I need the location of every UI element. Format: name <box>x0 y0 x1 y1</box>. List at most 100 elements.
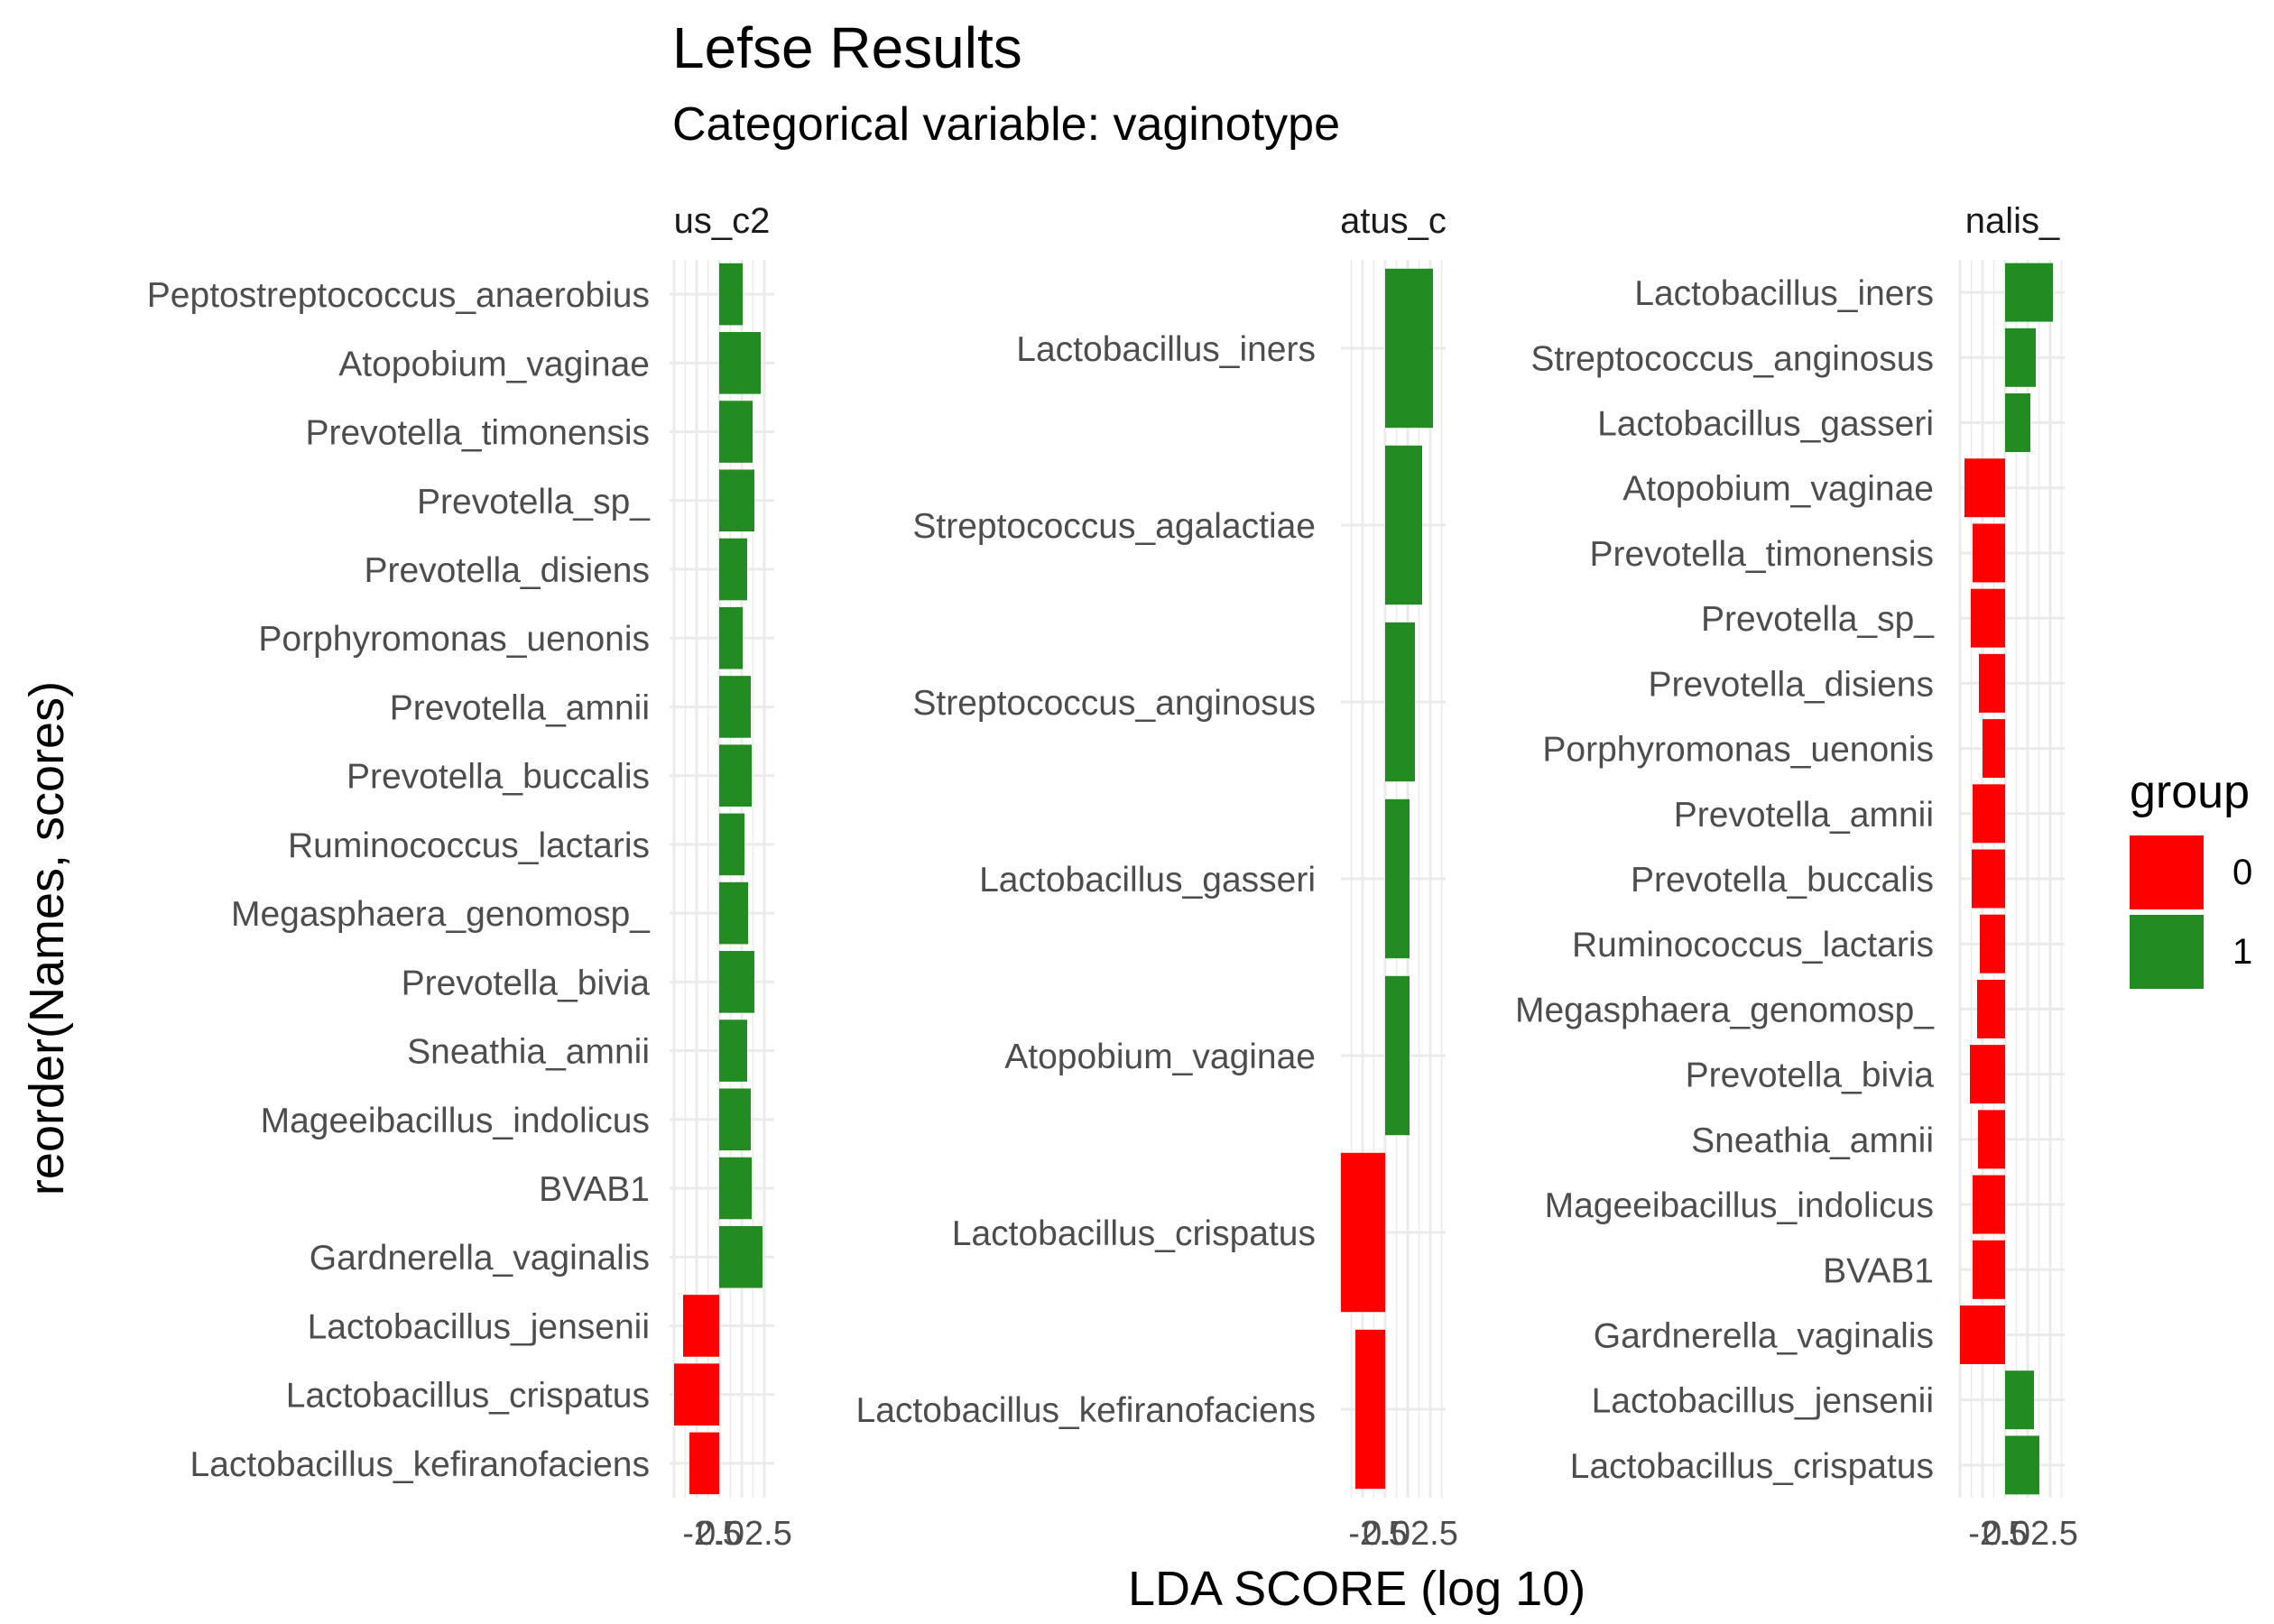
chart-title: Lefse Results <box>672 15 1022 80</box>
category-label: Streptococcus_agalactiae <box>912 507 1316 546</box>
legend: group 0 1 <box>2130 765 2252 994</box>
bar <box>689 1432 719 1495</box>
bar <box>1385 622 1415 782</box>
bar <box>719 951 754 1013</box>
bar <box>674 1363 719 1426</box>
category-label: Lactobacillus_crispatus <box>1570 1447 1934 1486</box>
bar <box>719 813 744 876</box>
category-label: Lactobacillus_gasseri <box>1597 405 1934 444</box>
strip-label: nalis_ <box>1965 201 2060 241</box>
category-label: Mageeibacillus_indolicus <box>261 1102 650 1140</box>
bar <box>2005 393 2030 453</box>
bar <box>1972 849 2005 909</box>
category-label: Sneathia_amnii <box>407 1033 650 1072</box>
category-label: Mageeibacillus_indolicus <box>1545 1186 1934 1225</box>
bar <box>1964 458 2005 518</box>
bar <box>1970 1045 2005 1104</box>
category-label: Lactobacillus_jensenii <box>1592 1382 1934 1421</box>
category-label: Streptococcus_anginosus <box>912 684 1316 723</box>
category-label: Lactobacillus_crispatus <box>952 1214 1316 1253</box>
category-label: Prevotella_disiens <box>1648 665 1934 704</box>
category-label: Gardnerella_vaginalis <box>1594 1316 1934 1355</box>
category-label: BVAB1 <box>1823 1251 1934 1290</box>
bar <box>1973 523 2005 583</box>
bar <box>1355 1329 1385 1490</box>
category-label: Prevotella_disiens <box>364 551 650 590</box>
legend-swatch-1 <box>2130 915 2204 989</box>
bar <box>1341 1152 1385 1313</box>
bar <box>683 1295 719 1357</box>
bar <box>1973 1175 2005 1234</box>
bar <box>1973 784 2005 844</box>
category-label: Prevotella_sp_ <box>1701 600 1935 639</box>
bar <box>1385 268 1433 429</box>
bar <box>1978 1110 2005 1169</box>
bar <box>1977 979 2005 1038</box>
bar <box>719 538 747 601</box>
category-label: Lactobacillus_crispatus <box>286 1377 650 1416</box>
bar <box>719 744 752 807</box>
category-label: Ruminococcus_lactaris <box>1572 926 1934 964</box>
category-label: Prevotella_timonensis <box>1589 535 1934 574</box>
bar <box>2005 328 2036 387</box>
category-label: Ruminococcus_lactaris <box>288 826 650 865</box>
bar <box>1980 914 2005 973</box>
category-label: Prevotella_sp_ <box>417 483 651 521</box>
chart-subtitle: Categorical variable: vaginotype <box>672 98 1340 151</box>
legend-label-0: 0 <box>2232 852 2253 892</box>
category-label: Atopobium_vaginae <box>338 345 650 383</box>
category-label: Porphyromonas_uenonis <box>258 620 650 659</box>
category-label: Prevotella_timonensis <box>305 414 650 453</box>
category-label: Sneathia_amnii <box>1691 1121 1934 1160</box>
category-label: Peptostreptococcus_anaerobius <box>147 276 650 315</box>
x-tick-label: 0.02.5 <box>1983 1515 2078 1553</box>
x-tick-label: -2.5 <box>682 1515 741 1553</box>
bar <box>1983 719 2005 779</box>
strip-label: atus_c <box>1340 201 1447 241</box>
legend-item-0: 0 <box>2130 835 2252 909</box>
bar <box>2005 1370 2034 1430</box>
bar <box>1979 653 2005 713</box>
strip-label: us_c2 <box>674 201 771 241</box>
bar <box>1385 445 1422 605</box>
bar <box>1973 1240 2005 1299</box>
bar <box>719 263 743 326</box>
bar <box>1960 1305 2005 1364</box>
bar <box>719 881 748 945</box>
bar <box>1385 975 1410 1136</box>
category-label: Lactobacillus_iners <box>1634 274 1934 313</box>
category-label: Streptococcus_anginosus <box>1530 339 1934 378</box>
bar <box>719 1020 747 1082</box>
category-label: Prevotella_bivia <box>1686 1057 1935 1095</box>
x-tick-label: -2.5 <box>1348 1515 1407 1553</box>
legend-swatch-0 <box>2130 835 2204 909</box>
category-label: Prevotella_buccalis <box>347 758 650 797</box>
bar <box>719 1225 763 1288</box>
x-tick-label: 0.02.5 <box>697 1515 792 1553</box>
x-axis-label: LDA SCORE (log 10) <box>1128 1562 1586 1616</box>
bar <box>1971 588 2005 648</box>
category-label: Prevotella_amnii <box>1674 796 1934 835</box>
bar <box>1385 798 1410 959</box>
category-label: Lactobacillus_kefiranofaciens <box>856 1391 1316 1430</box>
bar <box>719 676 751 738</box>
category-label: BVAB1 <box>539 1170 650 1209</box>
category-label: Lactobacillus_jensenii <box>308 1307 650 1346</box>
bar <box>2005 1435 2039 1495</box>
bar <box>2005 263 2053 322</box>
legend-label-1: 1 <box>2232 931 2253 972</box>
legend-item-1: 1 <box>2130 915 2252 989</box>
category-label: Gardnerella_vaginalis <box>310 1239 650 1278</box>
category-label: Lactobacillus_gasseri <box>979 861 1316 900</box>
category-label: Porphyromonas_uenonis <box>1542 731 1934 770</box>
category-label: Atopobium_vaginae <box>1622 470 1934 509</box>
legend-title: group <box>2130 766 2250 818</box>
category-label: Lactobacillus_iners <box>1016 330 1316 369</box>
bar <box>719 1088 751 1151</box>
bar <box>719 401 753 463</box>
x-tick-label: -2.5 <box>1968 1515 2027 1553</box>
category-label: Prevotella_amnii <box>390 688 650 727</box>
category-label: Atopobium_vaginae <box>1004 1038 1316 1076</box>
